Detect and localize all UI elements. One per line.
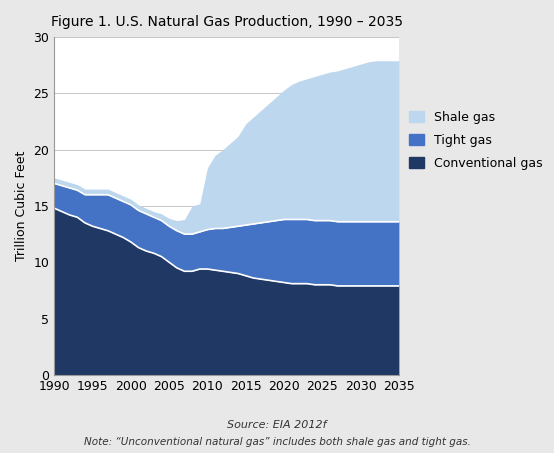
Y-axis label: Trillion Cubic Feet: Trillion Cubic Feet (15, 151, 28, 261)
Legend: Shale gas, Tight gas, Conventional gas: Shale gas, Tight gas, Conventional gas (409, 111, 542, 170)
Title: Figure 1. U.S. Natural Gas Production, 1990 – 2035: Figure 1. U.S. Natural Gas Production, 1… (50, 15, 403, 29)
Text: Note: “Unconventional natural gas” includes both shale gas and tight gas.: Note: “Unconventional natural gas” inclu… (84, 437, 470, 447)
Text: Source: EIA 2012f: Source: EIA 2012f (227, 420, 327, 430)
